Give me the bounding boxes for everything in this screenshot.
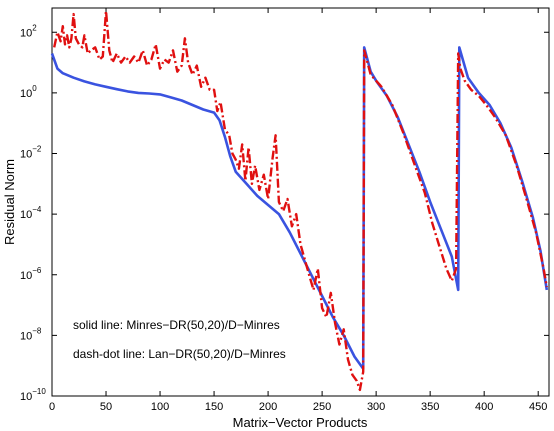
- y-tick-label: 100: [20, 84, 37, 100]
- y-tick-label: 10−10: [20, 387, 46, 403]
- y-tick-label: 10−2: [20, 145, 42, 161]
- x-tick-label: 50: [100, 401, 112, 413]
- y-tick-label: 102: [20, 23, 37, 39]
- annotation-dash-dot-line: dash-dot line: Lan−DR(50,20)/D−Minres: [73, 347, 286, 361]
- x-axis-title: Matrix−Vector Products: [233, 415, 368, 430]
- y-tick-label: 10−4: [20, 205, 42, 221]
- x-tick-label: 200: [259, 401, 277, 413]
- y-tick-label: 10−8: [20, 326, 42, 342]
- x-tick-label: 300: [367, 401, 385, 413]
- annotation-solid-line: solid line: Minres−DR(50,20)/D−Minres: [73, 318, 280, 332]
- x-tick-label: 250: [313, 401, 331, 413]
- x-tick-label: 350: [421, 401, 439, 413]
- x-tick-label: 400: [475, 401, 493, 413]
- y-axis-ticks: 102 100 10−2 10−4 10−6 10−8 10−10: [20, 23, 549, 403]
- series-line-dash-dot: [53, 9, 548, 392]
- x-tick-label: 100: [151, 401, 169, 413]
- plot-area: [51, 7, 550, 397]
- y-tick-label: 10−6: [20, 266, 42, 282]
- y-axis-title: Residual Norm: [2, 159, 17, 245]
- x-tick-label: 0: [49, 401, 55, 413]
- x-tick-label: 150: [205, 401, 223, 413]
- x-tick-label: 450: [529, 401, 547, 413]
- series-layer: [50, 9, 549, 392]
- x-axis-ticks: 0 50 100 150 200 250 300 350 400 450: [49, 8, 547, 413]
